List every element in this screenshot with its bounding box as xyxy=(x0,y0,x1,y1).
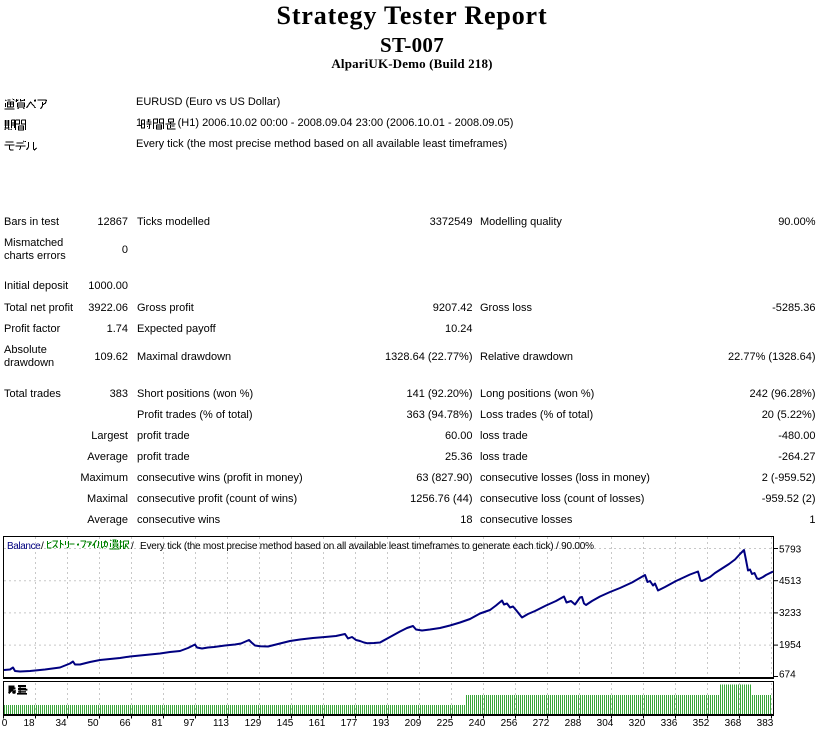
svg-text:240: 240 xyxy=(469,718,486,729)
svg-text:Balance: Balance xyxy=(7,541,41,552)
svg-text:368: 368 xyxy=(725,718,742,729)
svg-text:129: 129 xyxy=(245,718,262,729)
svg-text:161: 161 xyxy=(309,718,326,729)
svg-text:97: 97 xyxy=(183,718,195,729)
svg-text:3233: 3233 xyxy=(779,608,802,619)
svg-text:304: 304 xyxy=(597,718,614,729)
svg-text:50: 50 xyxy=(87,718,99,729)
svg-text:193: 193 xyxy=(373,718,390,729)
svg-text:66: 66 xyxy=(119,718,131,729)
svg-text:177: 177 xyxy=(341,718,358,729)
svg-text:256: 256 xyxy=(501,718,518,729)
svg-text:113: 113 xyxy=(213,718,229,729)
svg-text:225: 225 xyxy=(437,718,454,729)
svg-text:Every tick (the most precise m: Every tick (the most precise method base… xyxy=(140,541,594,552)
svg-text:34: 34 xyxy=(55,718,67,729)
svg-text:320: 320 xyxy=(629,718,646,729)
svg-text:209: 209 xyxy=(405,718,422,729)
svg-text:272: 272 xyxy=(533,718,550,729)
svg-text:0: 0 xyxy=(2,718,8,729)
svg-text:674: 674 xyxy=(779,670,796,681)
svg-text:288: 288 xyxy=(565,718,582,729)
svg-text:18: 18 xyxy=(23,718,35,729)
svg-text:383: 383 xyxy=(757,718,774,729)
svg-text:4513: 4513 xyxy=(779,576,802,587)
svg-text:/: / xyxy=(41,541,44,552)
svg-text:81: 81 xyxy=(151,718,163,729)
svg-text:5793: 5793 xyxy=(779,545,802,556)
svg-text:1954: 1954 xyxy=(779,640,802,651)
svg-text:145: 145 xyxy=(277,718,294,729)
svg-text:/: / xyxy=(131,541,134,552)
svg-text:352: 352 xyxy=(693,718,710,729)
svg-text:336: 336 xyxy=(661,718,678,729)
